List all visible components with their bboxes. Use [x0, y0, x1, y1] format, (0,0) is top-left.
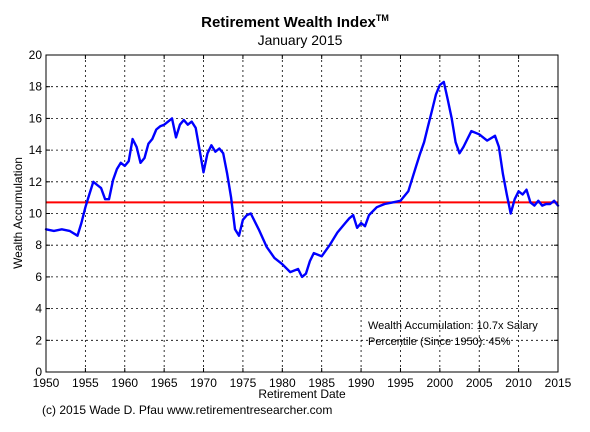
y-tick-label: 20: [29, 48, 43, 62]
plot-frame: [45, 54, 559, 373]
annotation-percentile: Percentile (Since 1950): 45%: [368, 336, 511, 348]
x-tick-label: 1955: [72, 376, 99, 390]
y-tick-label: 18: [29, 80, 43, 94]
x-tick-label: 1985: [308, 376, 335, 390]
x-tick-label: 2010: [505, 376, 532, 390]
chart-subtitle: January 2015: [258, 32, 343, 48]
series-layer: [44, 80, 560, 279]
y-tick-label: 8: [35, 238, 42, 252]
x-tick-label: 2005: [466, 376, 493, 390]
series-line-wealth-index: [44, 80, 560, 279]
x-tick-label: 1965: [151, 376, 178, 390]
y-tick-label: 10: [29, 207, 43, 221]
y-tick-label: 2: [35, 333, 42, 347]
y-axis-label: Wealth Accumulation: [11, 157, 25, 269]
x-tick-label: 1990: [348, 376, 375, 390]
x-tick-label: 1995: [387, 376, 414, 390]
x-tick-label: 2015: [545, 376, 572, 390]
annotation-wealth-accumulation: Wealth Accumulation: 10.7x Salary: [368, 320, 538, 332]
x-axis-label: Retirement Date: [258, 387, 346, 401]
footer-credit: (c) 2015 Wade D. Pfau www.retirementrese…: [42, 403, 332, 417]
x-tick-label: 1970: [190, 376, 217, 390]
chart-title-group: Retirement Wealth IndexTM: [201, 13, 389, 31]
y-tick-label: 0: [35, 365, 42, 379]
y-tick-label: 4: [35, 302, 42, 316]
x-tick-label: 1950: [33, 376, 60, 390]
y-tick-label: 12: [29, 175, 43, 189]
chart-title: Retirement Wealth Index: [201, 14, 376, 31]
chart-title-trademark: TM: [376, 13, 389, 23]
x-tick-label: 1960: [111, 376, 138, 390]
tick-layer: 1950 1955 1960 1965 1970 1975 1980 1985 1990 1995…: [29, 48, 572, 390]
x-tick-label: 1980: [269, 376, 296, 390]
y-tick-label: 6: [35, 270, 42, 284]
y-tick-label: 16: [29, 111, 43, 125]
x-tick-label: 2000: [426, 376, 453, 390]
x-tick-label: 1975: [230, 376, 257, 390]
y-tick-label: 14: [29, 143, 43, 157]
